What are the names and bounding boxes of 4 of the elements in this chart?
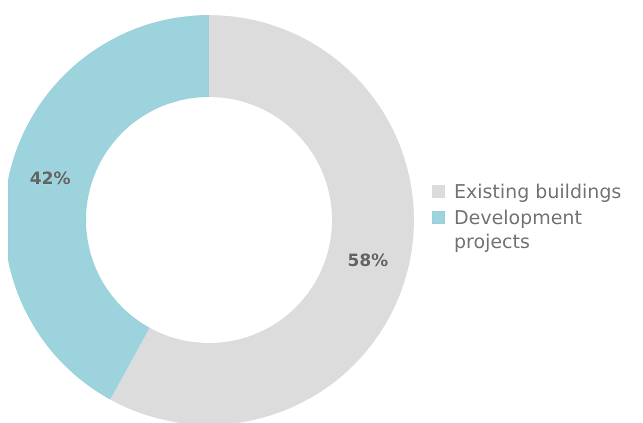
legend-label: Development projects [454,206,583,254]
legend-label: Existing buildings [454,180,622,204]
data-label: 58% [347,250,388,271]
data-label: 42% [30,169,71,190]
